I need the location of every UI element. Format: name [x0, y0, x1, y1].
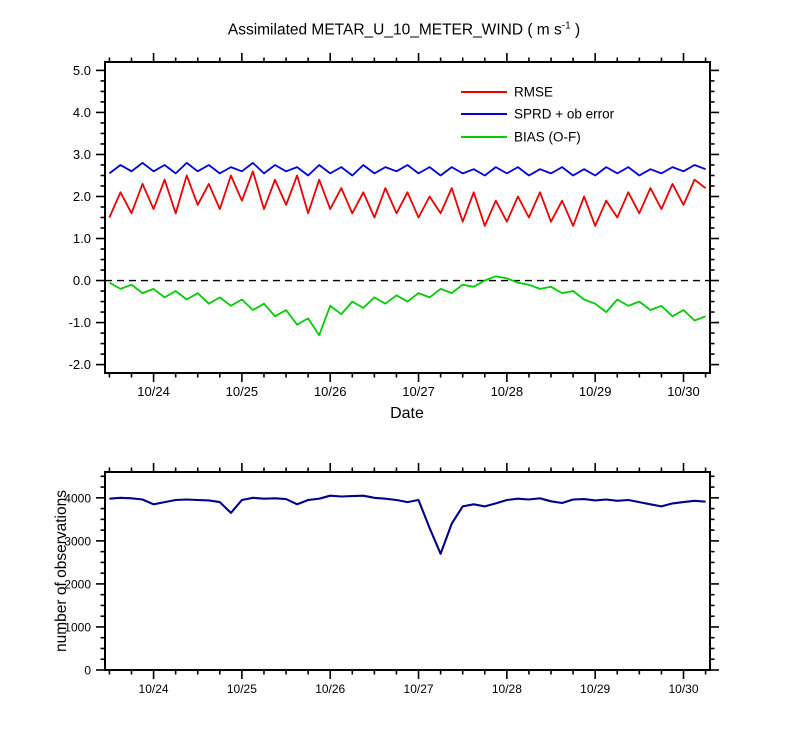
y-tick-label: 4.0 [73, 105, 91, 120]
y-tick-label: 4000 [64, 491, 91, 505]
x-tick-label: 10/24 [139, 682, 169, 696]
series-line-number-of-observations [109, 494, 706, 555]
top-chart-frame [104, 61, 711, 374]
x-tick-label: 10/29 [579, 384, 612, 399]
x-tick-label: 10/25 [227, 682, 257, 696]
y-tick-label: 3000 [64, 534, 91, 548]
y-tick-label: 2000 [64, 577, 91, 591]
x-tick-label: 10/27 [404, 682, 434, 696]
x-tick-label: 10/24 [137, 384, 170, 399]
top-chart-title: Assimilated METAR_U_10_METER_WIND ( m s-… [228, 20, 580, 39]
y-tick-label: 1.0 [73, 231, 91, 246]
title-superscript: -1 [561, 20, 571, 32]
top-chart-ticks [96, 53, 719, 382]
series-line-sprd-ob-error [108, 161, 706, 177]
bottom-chart: 10/24 10/25 10/26 10/27 10/28 10/29 10/30 0 1000… [64, 463, 719, 696]
y-tick-label: -1.0 [69, 315, 91, 330]
title-main: Assimilated METAR_U_10_METER_WIND ( m s [227, 21, 562, 39]
y-tick-label: 3.0 [73, 147, 91, 162]
x-tick-label: 10/26 [315, 682, 345, 696]
title-close: ) [570, 21, 581, 39]
x-axis-label-date: Date [390, 405, 424, 422]
x-tick-label: 10/30 [667, 384, 700, 399]
x-tick-label: 10/29 [580, 682, 610, 696]
x-tick-label: 10/26 [314, 384, 347, 399]
y-tick-label: 5.0 [73, 63, 91, 78]
y-tick-label: 1000 [64, 620, 91, 634]
bottom-chart-frame [104, 471, 711, 671]
legend: RMSE SPRD + ob error BIAS (O-F) [461, 85, 615, 145]
legend-label-sprd-ob-error: SPRD + ob error [514, 107, 615, 122]
bottom-chart-tick-labels: 10/24 10/25 10/26 10/27 10/28 10/29 10/30 0 1000… [64, 491, 699, 696]
bottom-chart-ticks [96, 463, 719, 679]
series-line-bias-o-f [108, 275, 706, 337]
y-tick-label: 0 [84, 664, 91, 678]
legend-label-bias-o-f: BIAS (O-F) [514, 130, 581, 145]
x-tick-label: 10/28 [491, 384, 524, 399]
x-tick-label: 10/28 [492, 682, 522, 696]
x-tick-label: 10/25 [226, 384, 259, 399]
x-tick-label: 10/27 [402, 384, 435, 399]
y-tick-label: -2.0 [69, 357, 91, 372]
y-tick-label: 0.0 [73, 273, 91, 288]
y-axis-label-observations: number of observations [53, 490, 70, 652]
y-tick-label: 2.0 [73, 189, 91, 204]
legend-label-rmse: RMSE [514, 85, 553, 100]
top-chart: 10/24 10/25 10/26 10/27 10/28 10/29 10/30 -2.0 -… [69, 53, 719, 399]
top-chart-tick-labels: 10/24 10/25 10/26 10/27 10/28 10/29 10/30 -2.0 -… [69, 63, 700, 399]
x-tick-label: 10/30 [668, 682, 698, 696]
series-line-rmse [108, 170, 707, 227]
